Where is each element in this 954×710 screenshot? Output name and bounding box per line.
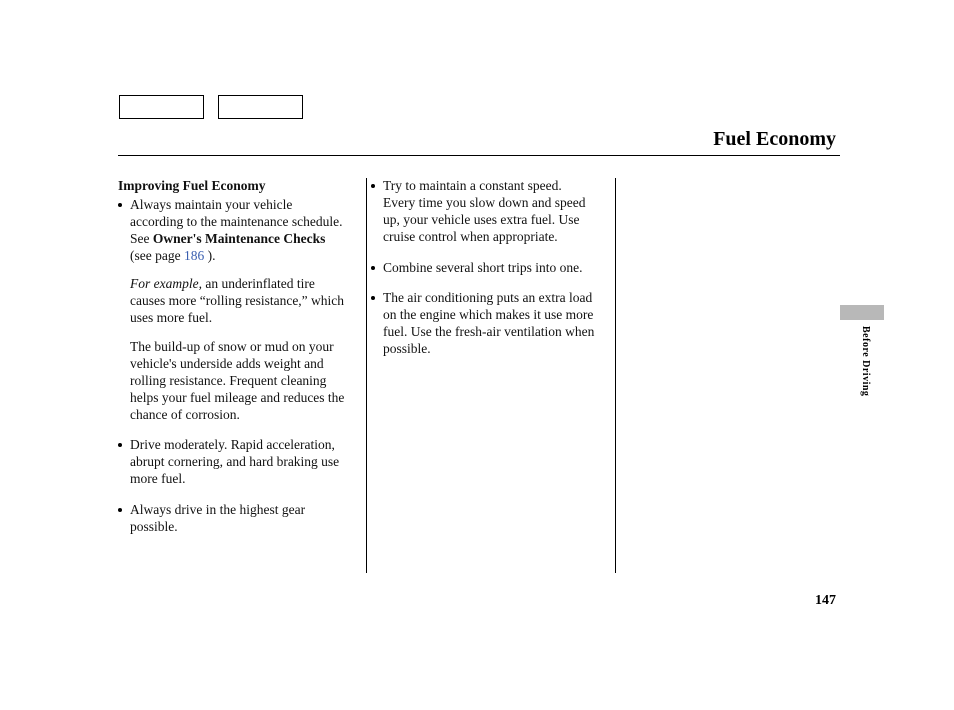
section-label: Before Driving [860, 326, 871, 396]
bullet-list-col1: Always maintain your vehicle according t… [118, 197, 346, 536]
list-item: Combine several short trips into one. [371, 260, 595, 277]
bullet-list-col2: Try to maintain a constant speed. Every … [371, 178, 595, 358]
section-heading: Improving Fuel Economy [118, 178, 346, 195]
owners-manual-ref: Owner's Maintenance Checks [153, 231, 326, 246]
nav-next-button[interactable] [218, 95, 303, 119]
section-tab [840, 305, 884, 320]
page-title: Fuel Economy [713, 128, 836, 151]
list-item: The air conditioning puts an extra load … [371, 290, 595, 358]
page-number: 147 [815, 593, 836, 609]
example-lead: For example, [130, 276, 202, 291]
list-item: Always drive in the highest gear possibl… [118, 502, 346, 536]
nav-prev-button[interactable] [119, 95, 204, 119]
column-1: Improving Fuel Economy Always maintain y… [118, 178, 366, 573]
example-paragraph: For example, an underinflated tire cause… [130, 276, 346, 327]
list-item: Drive moderately. Rapid acceleration, ab… [118, 437, 346, 488]
nav-buttons [119, 95, 303, 119]
list-item: Always maintain your vehicle according t… [118, 197, 346, 424]
paragraph: The build-up of snow or mud on your vehi… [130, 339, 346, 423]
text: ). [204, 248, 215, 263]
content-columns: Improving Fuel Economy Always maintain y… [118, 178, 840, 573]
title-rule [118, 155, 840, 156]
text: (see page [130, 248, 184, 263]
page-link-186[interactable]: 186 [184, 248, 204, 263]
manual-page: Fuel Economy Improving Fuel Economy Alwa… [0, 0, 954, 710]
column-divider [615, 178, 616, 573]
column-2: Try to maintain a constant speed. Every … [367, 178, 615, 573]
list-item: Try to maintain a constant speed. Every … [371, 178, 595, 246]
